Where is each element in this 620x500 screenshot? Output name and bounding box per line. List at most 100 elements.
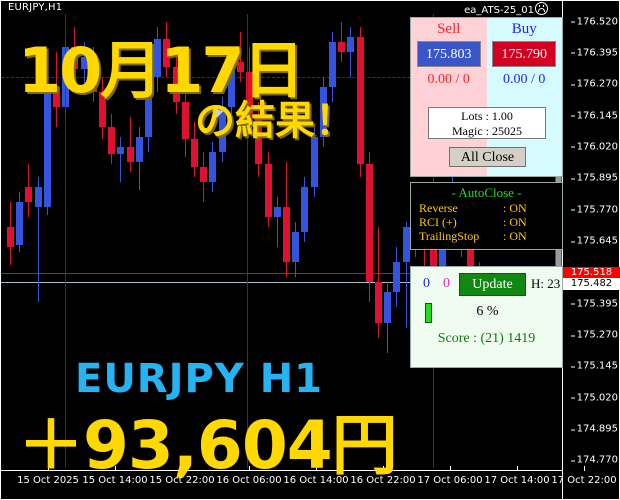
overlay-result-text: の結果！ <box>195 98 355 144</box>
bid-price-tag: 175.518 <box>563 266 620 279</box>
candle-body <box>365 164 373 283</box>
candle-body <box>402 227 410 263</box>
candle-body <box>218 106 226 152</box>
progress-percent: 6 % <box>476 304 499 319</box>
candle-body <box>172 66 180 102</box>
candle-body <box>246 71 254 117</box>
candle-body <box>89 56 97 92</box>
price-tick: 176.395 <box>570 47 618 58</box>
time-tick: 15 Oct 14:00 <box>82 475 148 486</box>
sad-face-icon <box>535 2 548 15</box>
score-panel: 0 0 Update H: 23 6 % Score : (21) 1419 <box>410 266 563 368</box>
candle-body <box>237 61 244 72</box>
ea-name-label: ea_ATS-25_01 <box>464 2 548 16</box>
session-separator <box>65 14 66 468</box>
candle-body <box>283 207 290 263</box>
buy-button[interactable]: 175.790 <box>492 41 557 67</box>
symbol-label: EURJPY,H1 <box>8 2 63 13</box>
score-label: Score : (21) 1419 <box>437 331 536 346</box>
ea-name-text: ea_ATS-25_01 <box>464 5 534 16</box>
candle-body <box>375 282 382 323</box>
candle-body <box>384 292 392 323</box>
autoclose-row-reverse[interactable]: Reverse : ON <box>411 201 562 215</box>
time-tick: 16 Oct 06:00 <box>216 475 282 486</box>
buy-pl-value: 0.00 / 0 <box>503 72 546 87</box>
time-tick: 15 Oct 22:00 <box>149 475 215 486</box>
overlay-profit-text: ＋93,604円 <box>18 407 398 484</box>
autoclose-reverse-label: Reverse <box>419 201 458 215</box>
candle-body <box>227 61 235 107</box>
price-tick: 176.145 <box>570 110 618 121</box>
overlay-date-text: 10月17日 <box>18 34 305 107</box>
price-tick: 176.020 <box>570 141 618 152</box>
candle-body <box>126 146 134 162</box>
candle-body <box>108 126 116 155</box>
price-tick: 175.770 <box>570 204 618 215</box>
price-tick: 176.520 <box>570 16 618 27</box>
price-tick: 175.645 <box>570 236 618 247</box>
candle-body <box>7 227 14 248</box>
candle-body <box>43 86 51 208</box>
sell-button[interactable]: 175.803 <box>416 41 481 67</box>
ask-line <box>1 281 561 283</box>
all-close-button[interactable]: All Close <box>449 147 526 167</box>
time-axis[interactable]: 15 Oct 2025 15 Oct 14:00 15 Oct 22:00 16 Oc… <box>0 466 617 500</box>
autoclose-row-trailingstop[interactable]: TrailingStop : ON <box>411 229 562 243</box>
candle-body <box>209 151 217 183</box>
autoclose-title: - AutoClose - <box>451 185 522 200</box>
time-tick: 16 Oct 14:00 <box>283 475 349 486</box>
time-tick: 17 Oct 14:00 <box>484 475 550 486</box>
counter-blue: 0 <box>423 276 430 291</box>
candle-body <box>191 139 198 167</box>
candle-body <box>393 262 401 293</box>
progress-bar <box>425 303 432 323</box>
candle-body <box>53 86 60 107</box>
candle-body <box>25 187 33 203</box>
lots-magic-box[interactable]: Lots : 1.00 Magic : 25025 <box>428 107 546 139</box>
candle-body <box>356 36 364 165</box>
price-tick: 176.270 <box>570 79 618 90</box>
time-tick: 15 Oct 2025 <box>17 475 79 486</box>
candle-body <box>347 36 355 52</box>
candle-body <box>117 146 125 155</box>
buy-title: Buy <box>511 21 537 37</box>
candle-body <box>301 187 309 233</box>
time-tick: 16 Oct 22:00 <box>350 475 416 486</box>
candle-body <box>154 39 162 77</box>
autoclose-row-rci[interactable]: RCI (+) : ON <box>411 215 562 229</box>
price-axis[interactable]: 176.520 176.395 176.270 176.145 176.020 175.8… <box>562 0 620 500</box>
candle-body <box>34 187 42 208</box>
price-tick: 175.395 <box>570 298 618 309</box>
candle-body <box>200 167 208 183</box>
overlay-pair-text: EURJPY H1 <box>75 356 324 402</box>
hours-label: H: 23 <box>531 276 561 291</box>
autoclose-trailingstop-value: : ON <box>503 229 527 243</box>
price-tick: 174.770 <box>570 455 618 466</box>
candle-body <box>310 136 318 188</box>
candle-body <box>80 56 88 70</box>
update-button[interactable]: Update <box>459 273 526 296</box>
candle-body <box>264 164 272 218</box>
ask-price-tag: 175.482 <box>563 277 620 290</box>
candle-body <box>292 232 300 263</box>
candle-body <box>338 41 346 52</box>
candle-body <box>99 91 106 127</box>
autoclose-reverse-value: : ON <box>503 201 527 215</box>
sell-pl-value: 0.00 / 0 <box>427 72 470 87</box>
candle-body <box>329 41 336 87</box>
price-tick: 175.895 <box>570 173 618 184</box>
candle-body <box>16 202 24 245</box>
sell-title: Sell <box>437 21 461 37</box>
candle-body <box>467 247 474 278</box>
candle-body <box>145 76 152 137</box>
candle-body <box>439 207 447 298</box>
price-tick: 175.145 <box>570 361 618 372</box>
candle-body <box>163 39 171 67</box>
candle-body <box>135 136 143 162</box>
candle-body <box>319 86 327 137</box>
counter-magenta: 0 <box>443 276 450 291</box>
entry-dashed-line <box>1 76 561 78</box>
autoclose-rci-value: : ON <box>503 215 527 229</box>
price-tick: 175.270 <box>570 330 618 341</box>
